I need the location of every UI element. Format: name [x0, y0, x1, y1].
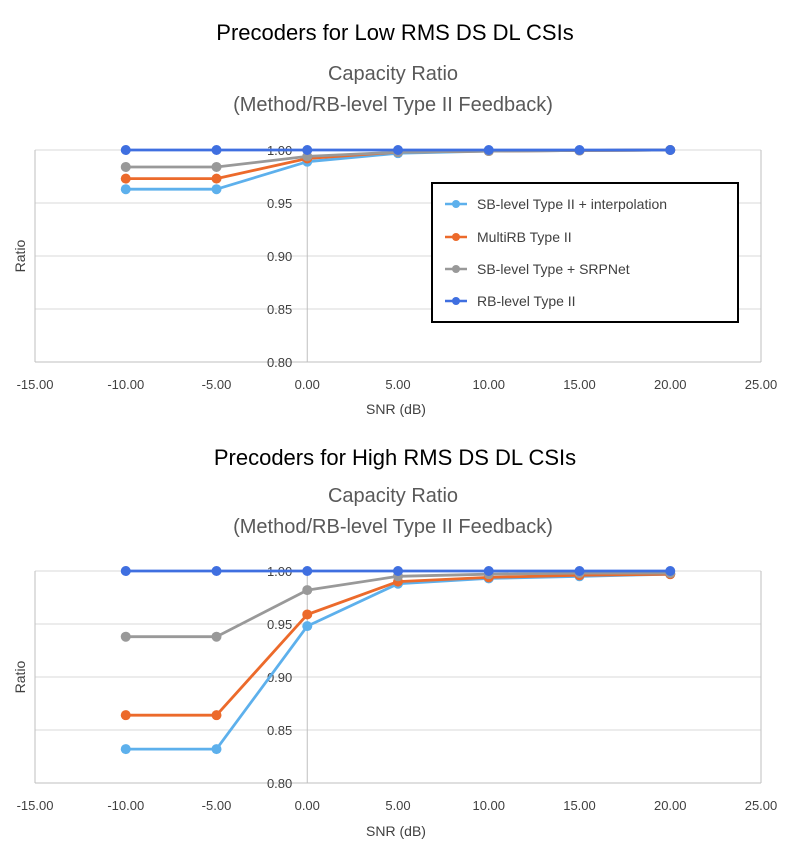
data-point [120, 161, 131, 172]
x-tick-label: 5.00 [385, 798, 410, 813]
y-axis-label: Ratio [12, 239, 28, 272]
legend-item: SB-level Type II + interpolation [445, 196, 667, 212]
data-point [393, 566, 403, 576]
series-line [125, 572, 671, 717]
data-point [120, 145, 131, 155]
y-tick-label: 0.85 [267, 302, 292, 317]
x-tick-label: -5.00 [202, 798, 232, 813]
x-tick-label: -15.00 [17, 798, 54, 813]
data-point [665, 566, 676, 576]
chart-suptitle: Precoders for Low RMS DS DL CSIs [216, 20, 573, 45]
chart-high-rms: Precoders for High RMS DS DL CSIs Capaci… [12, 445, 777, 839]
data-point [211, 145, 222, 155]
x-axis-label: SNR (dB) [366, 401, 426, 417]
x-tick-label: -10.00 [107, 798, 144, 813]
plot-area: 0.800.850.900.951.00-15.00 -10.00 -5.00 0.0… [17, 143, 778, 392]
x-tick-label: 0.00 [295, 377, 320, 392]
legend-label: MultiRB Type II [477, 229, 572, 245]
chart-low-rms: Precoders for Low RMS DS DL CSIs Capacit… [12, 20, 777, 417]
data-point [302, 621, 313, 632]
legend-label: SB-level Type + SRPNet [477, 261, 630, 277]
data-point [211, 710, 222, 721]
x-tick-label: -5.00 [202, 377, 232, 392]
chart-title-line1: Capacity Ratio [328, 63, 458, 85]
data-point [211, 744, 222, 755]
x-tick-label: -10.00 [107, 377, 144, 392]
x-tick-label: 5.00 [385, 377, 410, 392]
legend-label: RB-level Type II [477, 293, 576, 309]
data-point [302, 609, 313, 620]
data-point [483, 145, 494, 155]
x-tick-label: 20.00 [654, 377, 687, 392]
data-point [211, 566, 222, 576]
data-point [302, 145, 313, 155]
x-tick-label: 15.00 [563, 798, 596, 813]
data-point [211, 173, 222, 184]
chart-title-line2: (Method/RB-level Type II Feedback) [233, 516, 553, 538]
legend-label: SB-level Type II + interpolation [477, 196, 667, 212]
data-point [120, 184, 131, 195]
y-tick-label: 0.90 [267, 249, 292, 264]
series-line [125, 572, 671, 751]
x-tick-label: 15.00 [563, 377, 596, 392]
chart-title-line1: Capacity Ratio [328, 485, 458, 507]
legend: SB-level Type II + interpolation MultiRB… [431, 182, 739, 323]
data-point [483, 566, 494, 576]
y-tick-label: 0.95 [267, 617, 292, 632]
chart-suptitle: Precoders for High RMS DS DL CSIs [214, 445, 576, 470]
data-point [211, 631, 222, 642]
x-tick-label: 25.00 [745, 377, 778, 392]
y-tick-label: 0.80 [267, 355, 292, 370]
x-tick-label: 10.00 [472, 798, 505, 813]
data-point [302, 566, 313, 576]
data-point [120, 710, 131, 721]
data-point [211, 184, 222, 195]
plot-area: 0.800.850.900.951.00-15.00 -10.00 -5.00 0.0… [17, 564, 778, 813]
legend-swatch-marker [452, 200, 460, 208]
x-tick-label: 20.00 [654, 798, 687, 813]
y-tick-label: 0.80 [267, 776, 292, 791]
legend-box [431, 182, 739, 323]
data-point [574, 566, 585, 576]
data-point [120, 566, 131, 576]
data-point [120, 631, 131, 642]
x-tick-label: 0.00 [295, 798, 320, 813]
x-axis-label: SNR (dB) [366, 823, 426, 839]
data-point [211, 161, 222, 172]
legend-item: MultiRB Type II [445, 229, 572, 245]
data-point [574, 145, 585, 155]
y-axis-label: Ratio [12, 660, 28, 693]
data-point [393, 145, 403, 155]
y-tick-label: 0.85 [267, 723, 292, 738]
data-point [665, 145, 676, 155]
chart-title-line2: (Method/RB-level Type II Feedback) [233, 94, 553, 116]
legend-swatch-marker [452, 297, 460, 305]
data-point [120, 744, 131, 755]
legend-swatch-marker [452, 233, 460, 241]
x-tick-label: -15.00 [17, 377, 54, 392]
x-tick-label: 25.00 [745, 798, 778, 813]
x-tick-label: 10.00 [472, 377, 505, 392]
legend-item: RB-level Type II [445, 293, 576, 309]
y-tick-label: 0.95 [267, 196, 292, 211]
data-point [120, 173, 131, 184]
legend-swatch-marker [452, 265, 460, 273]
data-point [302, 585, 313, 596]
legend-item: SB-level Type + SRPNet [445, 261, 630, 277]
